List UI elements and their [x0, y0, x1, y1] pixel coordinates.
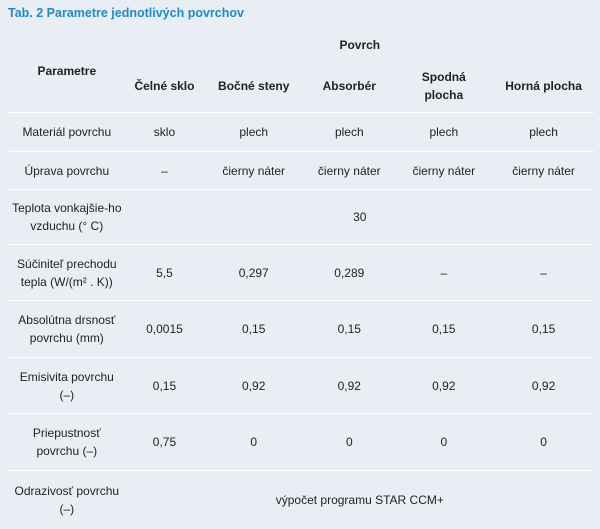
table-row: Úprava povrchu – čierny náter čierny nát… — [8, 151, 594, 190]
cell: 0,92 — [203, 357, 305, 414]
cell: 0 — [394, 413, 494, 471]
cell: 0,15 — [304, 300, 395, 358]
header-parameter: Parametre — [37, 64, 97, 78]
cell: plech — [304, 112, 395, 152]
cell: 0,297 — [203, 244, 305, 301]
cell: čierny náter — [493, 151, 594, 190]
parameters-table: Parametre Povrch Čelné sklo Bočné steny … — [8, 30, 594, 529]
merged-cell: výpočet programu STAR CCM+ — [125, 470, 594, 529]
cell: 0,92 — [394, 357, 494, 414]
cell: 0,15 — [125, 357, 204, 414]
cell: čierny náter — [394, 151, 494, 190]
header-group-povrch: Povrch — [339, 38, 381, 52]
cell: 0,92 — [493, 357, 594, 414]
header-col-absorber: Absorbér — [304, 60, 395, 113]
row-label: Súčiniteľ prechodu tepla (W/(m² . K)) — [8, 244, 126, 301]
row-label: Absolútna drsnosť povrchu (mm) — [8, 300, 126, 358]
cell: 0,15 — [203, 300, 305, 358]
cell: 0 — [493, 413, 594, 471]
row-label: Teplota vonkajšie-ho vzduchu (° C) — [8, 189, 126, 245]
cell: 0,92 — [304, 357, 395, 414]
table-row: Odrazivosť povrchu (–) výpočet programu … — [8, 470, 594, 529]
header-col-spodna-plocha: Spodná plocha — [394, 60, 494, 113]
cell: 0,289 — [304, 244, 395, 301]
cell: 0,75 — [125, 413, 204, 471]
cell: plech — [203, 112, 305, 152]
cell: 0 — [203, 413, 305, 471]
cell: 0 — [304, 413, 395, 471]
cell: plech — [493, 112, 594, 152]
header-col-bocne-steny: Bočné steny — [203, 60, 305, 113]
table-row: Teplota vonkajšie-ho vzduchu (° C) 30 — [8, 189, 594, 245]
cell: 0,15 — [394, 300, 494, 358]
row-label: Emisivita povrchu (–) — [8, 357, 126, 414]
table-row: Absolútna drsnosť povrchu (mm) 0,0015 0,… — [8, 300, 594, 358]
table-row: Emisivita povrchu (–) 0,15 0,92 0,92 0,9… — [8, 357, 594, 414]
table-row: Priepustnosť povrchu (–) 0,75 0 0 0 0 — [8, 413, 594, 471]
cell: – — [125, 151, 204, 190]
cell: 0,0015 — [125, 300, 204, 358]
row-label: Priepustnosť povrchu (–) — [8, 413, 126, 471]
table-row: Súčiniteľ prechodu tepla (W/(m² . K)) 5,… — [8, 244, 594, 301]
cell: sklo — [125, 112, 204, 152]
cell: 5,5 — [125, 244, 204, 301]
merged-cell: 30 — [125, 189, 594, 245]
cell: plech — [394, 112, 494, 152]
cell: čierny náter — [203, 151, 305, 190]
row-label: Úprava povrchu — [8, 151, 126, 190]
parameters-table-container: Parametre Povrch Čelné sklo Bočné steny … — [8, 30, 594, 529]
header-col-horna-plocha: Horná plocha — [493, 60, 594, 113]
header-col-celne-sklo: Čelné sklo — [125, 60, 204, 113]
table-row: Materiál povrchu sklo plech plech plech … — [8, 112, 594, 152]
cell: 0,15 — [493, 300, 594, 358]
row-label: Materiál povrchu — [8, 112, 126, 152]
cell: čierny náter — [304, 151, 395, 190]
row-label: Odrazivosť povrchu (–) — [8, 470, 126, 529]
cell: – — [493, 244, 594, 301]
cell: – — [394, 244, 494, 301]
table-caption: Tab. 2 Parametre jednotlivých povrchov — [8, 6, 244, 20]
